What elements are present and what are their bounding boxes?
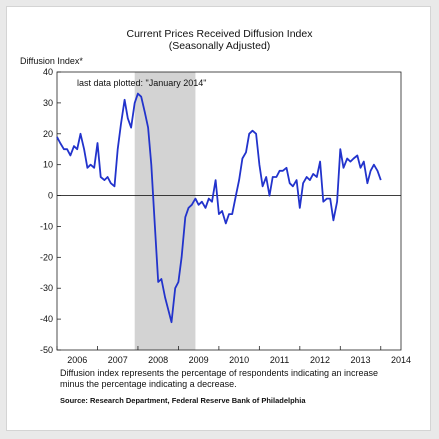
x-tick-label: 2006 (67, 355, 87, 365)
series-line-0 (56, 92, 382, 324)
x-tick-label: 2010 (229, 355, 249, 365)
y-tick-label: -40 (40, 314, 53, 324)
chart-subtitle: (Seasonally Adjusted) (168, 40, 271, 52)
y-tick-label: 20 (43, 129, 53, 139)
chart-title: Current Prices Received Diffusion Index (126, 28, 313, 40)
recession-shading (134, 72, 196, 350)
plot-frame (56, 71, 402, 351)
source-note: Source: Research Department, Federal Res… (60, 396, 306, 405)
y-tick-label: 40 (43, 67, 53, 77)
y-tick-label: -10 (40, 221, 53, 231)
x-tick-label: 2013 (351, 355, 371, 365)
x-tick-label: 2008 (148, 355, 168, 365)
y-tick-label: 0 (48, 191, 53, 201)
y-tick-label: 30 (43, 98, 53, 108)
footnote: Diffusion index represents the percentag… (60, 368, 379, 389)
y-tick-label: -20 (40, 252, 53, 262)
y-axis-label: Diffusion Index* (20, 56, 83, 66)
x-tick-label: 2007 (108, 355, 128, 365)
x-tick-label: 2011 (270, 355, 289, 365)
y-tick-label: 10 (43, 160, 53, 170)
chart-panel (6, 6, 431, 431)
x-tick-label: 2012 (310, 355, 330, 365)
last-data-annotation: last data plotted: "January 2014" (77, 78, 206, 88)
y-tick-label: -50 (40, 345, 53, 355)
x-tick-label: 2009 (189, 355, 209, 365)
y-tick-label: -30 (40, 283, 53, 293)
x-tick-label: 2014 (391, 355, 411, 365)
